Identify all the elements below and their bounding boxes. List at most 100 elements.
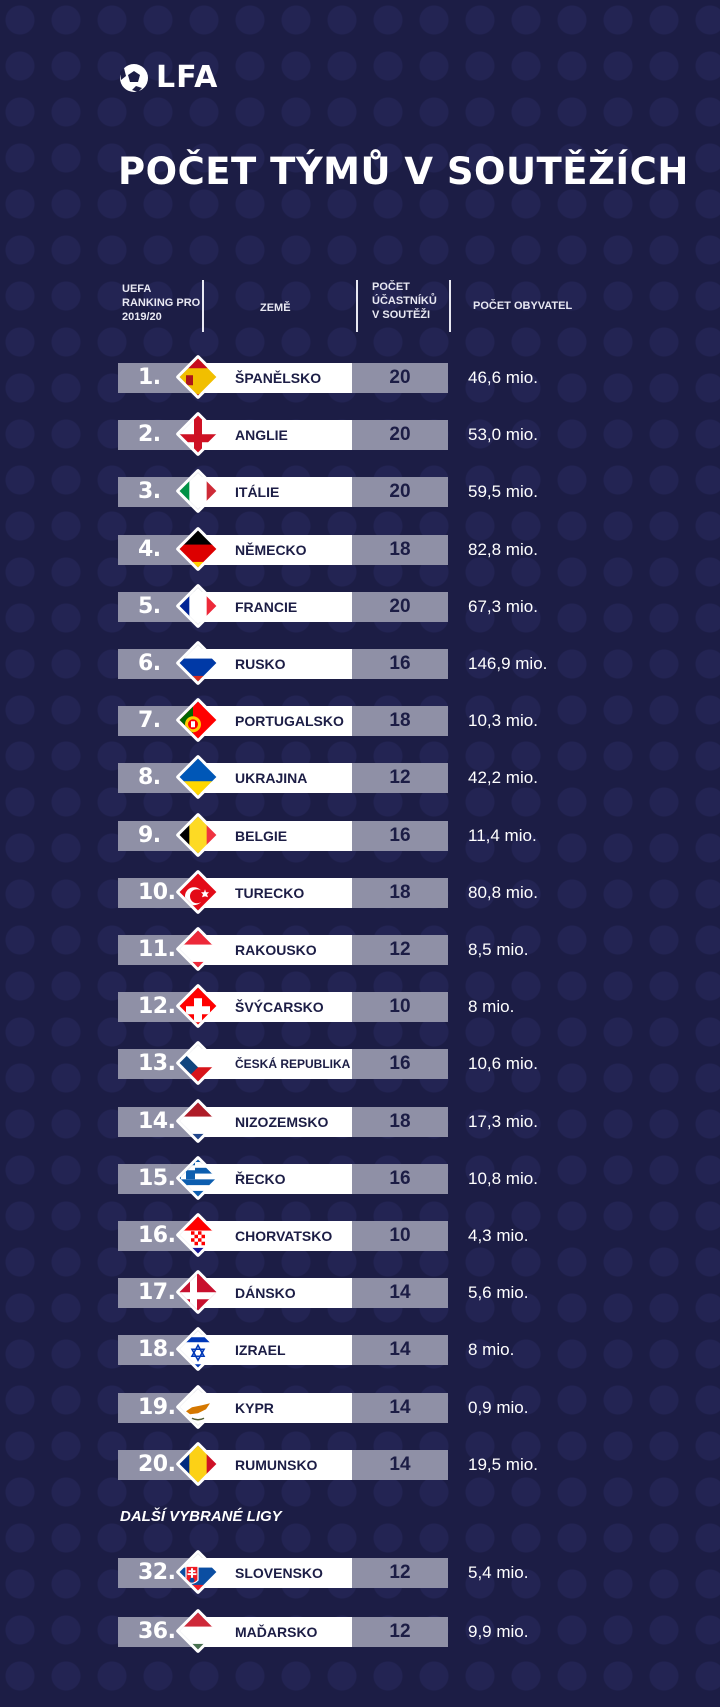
country-bar xyxy=(198,1049,352,1080)
population-value: 146,9 mio. xyxy=(468,654,548,673)
country-name: NĚMECKO xyxy=(235,541,307,558)
population-value: 67,3 mio. xyxy=(468,596,538,616)
table-header: UEFA RANKING PRO 2019/20 ZEMĚ POČET ÚČAS… xyxy=(0,280,720,332)
country-name: ŠVÝCARSKO xyxy=(235,999,324,1016)
teams-count: 10 xyxy=(352,1221,448,1251)
logo-text: LFA xyxy=(156,60,219,95)
population-value: 10,6 mio. xyxy=(468,1054,538,1074)
country-bar xyxy=(198,649,352,679)
table-row: 36. MAĎARSKO 12 9,9 mio. xyxy=(0,1608,720,1654)
table-row: 17. DÁNSKO 14 5,6 mio. xyxy=(0,1269,720,1315)
population-value: 80,8 mio. xyxy=(468,882,538,902)
header-divider xyxy=(449,280,451,332)
country-bar xyxy=(198,1163,352,1194)
ball-logo-icon xyxy=(120,63,148,92)
country-bar xyxy=(198,1106,352,1137)
table-row: 11. RAKOUSKO 12 8,5 mio. xyxy=(0,926,720,972)
header-divider xyxy=(202,280,204,332)
country-name: RUMUNSKO xyxy=(235,1456,318,1473)
rank-value: 18. xyxy=(118,1335,198,1366)
table-row: 14. NIZOZEMSKO 18 17,3 mio. xyxy=(0,1097,720,1144)
country-bar xyxy=(198,1335,352,1366)
teams-count: 14 xyxy=(352,1278,448,1309)
header-country: ZEMĚ xyxy=(260,302,291,314)
table-row: 10. TURECKO 18 80,8 mio. xyxy=(0,869,720,915)
teams-count: 12 xyxy=(352,1617,448,1647)
table-row: 2. ANGLIE 20 53,0 mio. xyxy=(0,411,720,457)
table-row: 15. ŘECKO 16 10,8 mio. xyxy=(0,1155,720,1201)
country-bar xyxy=(198,1558,352,1588)
teams-count: 12 xyxy=(352,935,448,965)
section-title: DALŠÍ VYBRANÉ LIGY xyxy=(120,1508,282,1525)
country-bar xyxy=(198,1221,352,1251)
population-value: 59,5 mio. xyxy=(468,482,538,502)
country-name: ŘECKO xyxy=(235,1170,286,1187)
population-value: 10,8 mio. xyxy=(468,1168,538,1188)
population-value: 42,2 mio. xyxy=(468,768,538,788)
population-value: 0,9 mio. xyxy=(468,1397,529,1417)
population-value: 10,3 mio. xyxy=(468,711,538,731)
teams-count: 18 xyxy=(352,534,448,565)
country-bar xyxy=(198,477,352,508)
population-value: 8 mio. xyxy=(468,997,515,1017)
country-name: CHORVATSKO xyxy=(235,1228,333,1244)
country-name: ŠPANĚLSKO xyxy=(235,370,322,386)
rank-value: 32. xyxy=(118,1558,198,1588)
teams-count: 16 xyxy=(352,820,448,851)
country-bar xyxy=(198,820,352,851)
table-row: 12. ŠVÝCARSKO 10 8 mio. xyxy=(0,983,720,1029)
teams-count: 20 xyxy=(352,477,448,508)
country-bar xyxy=(198,877,352,908)
teams-count: 20 xyxy=(352,420,448,451)
country-name: RAKOUSKO xyxy=(235,942,317,958)
table-row: 20. RUMUNSKO 14 19,5 mio. xyxy=(0,1441,720,1487)
header-rank: UEFA RANKING PRO 2019/20 xyxy=(122,283,201,323)
lfa-logo: LFA xyxy=(118,60,218,95)
teams-count: 12 xyxy=(352,1558,448,1588)
header-teams: POČET ÚČASTNÍKŮ V SOUTĚŽI xyxy=(372,281,437,321)
page-title: POČET TÝMŮ V SOUTĚŽÍCH xyxy=(118,150,689,193)
country-name: ITÁLIE xyxy=(235,484,280,501)
country-name: KYPR xyxy=(235,1399,274,1416)
table-row: 3. ITÁLIE 20 59,5 mio. xyxy=(0,468,720,515)
header-population: POČET OBYVATEL xyxy=(473,300,573,312)
country-name: ČESKÁ REPUBLIKA xyxy=(235,1057,351,1072)
population-value: 4,3 mio. xyxy=(468,1226,529,1245)
country-bar xyxy=(198,763,352,794)
teams-count: 16 xyxy=(352,1163,448,1194)
teams-count: 16 xyxy=(352,1049,448,1080)
country-name: TURECKO xyxy=(235,884,305,901)
table-row: 5. FRANCIE 20 67,3 mio. xyxy=(0,583,720,629)
population-value: 53,0 mio. xyxy=(468,425,538,445)
teams-count: 14 xyxy=(352,1449,448,1480)
table-row: 19. KYPR 14 0,9 mio. xyxy=(0,1383,720,1430)
country-bar xyxy=(198,1278,352,1309)
header-divider xyxy=(356,280,358,332)
country-bar xyxy=(198,1617,352,1647)
teams-count: 18 xyxy=(352,706,448,737)
teams-count: 10 xyxy=(352,992,448,1023)
teams-count: 18 xyxy=(352,1106,448,1137)
country-name: MAĎARSKO xyxy=(235,1624,318,1640)
country-name: RUSKO xyxy=(235,656,286,672)
country-bar xyxy=(198,706,352,737)
table-row: 9. BELGIE 16 11,4 mio. xyxy=(0,811,720,858)
population-value: 9,9 mio. xyxy=(468,1622,529,1641)
country-bar xyxy=(198,534,352,565)
table-row: 16. CHORVATSKO 10 4,3 mio. xyxy=(0,1212,720,1258)
teams-count: 20 xyxy=(352,363,448,393)
country-name: NIZOZEMSKO xyxy=(235,1113,329,1130)
table-row: 13. ČESKÁ REPUBLIKA 16 10,6 mio. xyxy=(0,1040,720,1087)
country-name: BELGIE xyxy=(235,827,288,844)
table-row: 6. RUSKO 16 146,9 mio. xyxy=(0,640,720,686)
rank-value: 10. xyxy=(118,877,198,908)
rank-value: 15. xyxy=(118,1163,198,1194)
table-row: 32. SLOVENSKO 12 5,4 mio. xyxy=(0,1549,720,1595)
country-name: SLOVENSKO xyxy=(235,1565,323,1581)
population-value: 19,5 mio. xyxy=(468,1454,538,1474)
population-value: 5,4 mio. xyxy=(468,1563,529,1582)
population-value: 11,4 mio. xyxy=(468,825,537,845)
teams-count: 16 xyxy=(352,649,448,679)
teams-count: 14 xyxy=(352,1335,448,1366)
country-bar xyxy=(198,992,352,1023)
